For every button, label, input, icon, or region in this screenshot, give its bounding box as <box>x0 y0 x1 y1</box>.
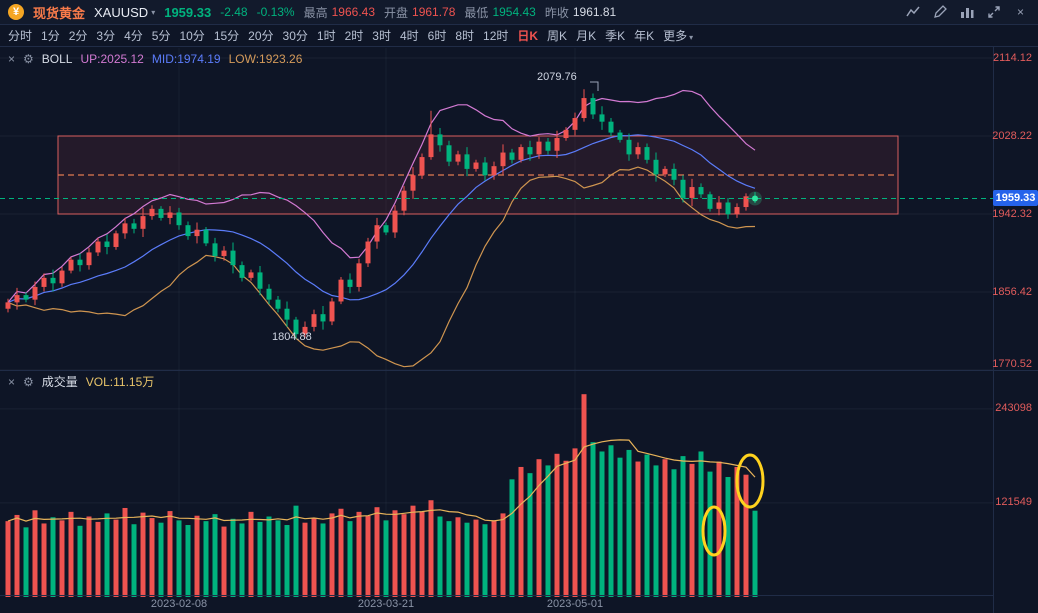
chevron-down-icon: ▾ <box>689 33 694 42</box>
price-axis-label: 2114.12 <box>993 52 1032 64</box>
stat-high-label: 最高 <box>303 5 328 20</box>
tab-item[interactable]: 12时 <box>483 29 509 43</box>
volume-axis-label: 243098 <box>995 402 1032 414</box>
line-chart-icon[interactable] <box>903 3 922 22</box>
tab-item[interactable]: 月K <box>576 29 597 43</box>
chevron-down-icon: ▾ <box>151 7 156 17</box>
stat-open-label: 开盘 <box>384 5 409 20</box>
volume-value: VOL:11.15万 <box>85 375 155 389</box>
stat-prev-close-value: 1961.81 <box>572 5 617 19</box>
fullscreen-icon[interactable] <box>984 3 1003 22</box>
current-price-tag: 1959.33 <box>993 190 1038 206</box>
tab-item[interactable]: 4分 <box>124 29 143 43</box>
stat-high: 最高 1966.43 <box>304 4 375 21</box>
volume-close-icon[interactable]: × <box>8 374 16 389</box>
tab-item[interactable]: 2时 <box>344 29 364 43</box>
tab-daily-k-active[interactable]: 日K <box>517 29 539 43</box>
volume-axis-label: 121549 <box>995 496 1032 508</box>
draw-pencil-icon[interactable] <box>930 3 949 22</box>
timeframe-tabbar: 分时 1分 2分 3分 4分 5分 10分 15分 20分 30分 1时 2时 … <box>0 25 1038 47</box>
tab-more-label: 更多 <box>663 29 688 43</box>
tab-item[interactable]: 20分 <box>248 29 274 43</box>
tab-item[interactable]: 1时 <box>316 29 336 43</box>
boll-mid-value: MID:1974.19 <box>151 52 221 66</box>
last-price: 1959.33 <box>164 4 212 20</box>
indicator-name: BOLL <box>41 52 73 66</box>
boll-indicator-row: × ⚙ BOLL UP:2025.12 MID:1974.19 LOW:1923… <box>8 52 302 66</box>
tab-item[interactable]: 3时 <box>372 29 391 43</box>
tab-item[interactable]: 6时 <box>427 29 447 43</box>
stat-low-value: 1954.43 <box>492 5 536 19</box>
stat-prev-close: 昨收 1961.81 <box>545 4 616 21</box>
price-axis-label: 1856.42 <box>992 286 1032 298</box>
tab-item[interactable]: 4时 <box>399 29 419 43</box>
tab-item[interactable]: 1分 <box>41 29 60 43</box>
tab-item[interactable]: 15分 <box>213 29 240 43</box>
tab-item[interactable]: 10分 <box>179 29 205 43</box>
header: ¥ 现货黄金 XAUUSD ▾ 1959.33 -2.48 -0.13% 最高 … <box>0 0 1038 25</box>
x-axis-date: 2023-02-08 <box>150 598 208 610</box>
tab-item[interactable]: 分时 <box>8 29 33 43</box>
price-axis-label: 1942.32 <box>992 208 1032 220</box>
stat-high-value: 1966.43 <box>331 5 376 19</box>
stat-low: 最低 1954.43 <box>464 4 535 21</box>
tab-item[interactable]: 30分 <box>282 29 308 43</box>
price-change-pct: -0.13% <box>256 5 295 19</box>
tab-item[interactable]: 年K <box>634 29 655 43</box>
price-axis-label: 2028.22 <box>992 130 1032 142</box>
header-toolbar: × <box>903 3 1030 22</box>
close-icon[interactable]: × <box>1016 5 1024 19</box>
x-axis-date: 2023-03-21 <box>357 598 415 610</box>
symbol-name: 现货黄金 <box>33 5 86 21</box>
volume-settings-icon[interactable]: ⚙ <box>23 374 34 389</box>
tab-item[interactable]: 周K <box>547 29 568 43</box>
indicator-close-icon[interactable]: × <box>8 52 16 66</box>
tab-item[interactable]: 5分 <box>151 29 171 43</box>
symbol-code: XAUUSD <box>94 4 149 20</box>
indicator-settings-icon[interactable]: ⚙ <box>23 52 34 66</box>
indicator-bars-icon[interactable] <box>957 3 976 22</box>
volume-pane-name: 成交量 <box>41 375 78 389</box>
stat-open: 开盘 1961.78 <box>384 4 455 21</box>
tab-item[interactable]: 3分 <box>96 29 116 43</box>
stat-open-value: 1961.78 <box>412 5 456 19</box>
tab-item[interactable]: 2分 <box>68 29 88 43</box>
boll-low-value: LOW:1923.26 <box>228 52 303 66</box>
price-axis-label: 1770.52 <box>992 358 1032 370</box>
peak-price-annotation: 2079.76 <box>537 71 577 83</box>
stat-low-label: 最低 <box>464 5 489 20</box>
volume-indicator-row: × ⚙ 成交量 VOL:11.15万 <box>8 373 154 390</box>
gold-coin-icon: ¥ <box>8 4 24 20</box>
tab-item[interactable]: 季K <box>605 29 626 43</box>
tab-more[interactable]: 更多 ▾ <box>663 27 693 44</box>
x-axis-date: 2023-05-01 <box>546 598 604 610</box>
stat-prev-close-label: 昨收 <box>544 5 569 20</box>
trough-price-annotation: 1804.88 <box>272 331 312 343</box>
price-change: -2.48 <box>220 5 248 19</box>
symbol-selector[interactable]: XAUUSD ▾ <box>94 5 155 20</box>
tab-item[interactable]: 8时 <box>455 29 475 43</box>
boll-up-value: UP:2025.12 <box>80 52 144 66</box>
